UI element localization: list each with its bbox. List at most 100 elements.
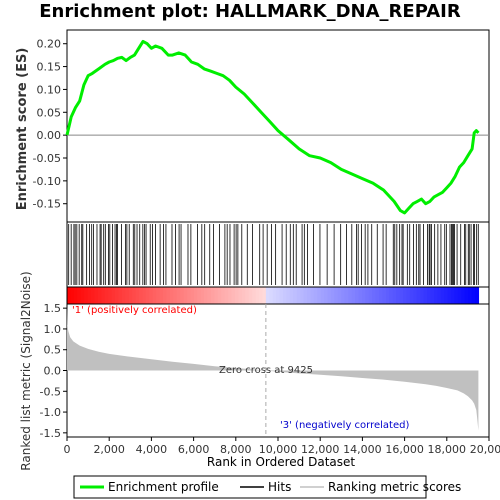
color-bar-segment (152, 287, 157, 304)
ranking-metric-area (67, 306, 479, 431)
color-bar-segment (204, 287, 209, 304)
color-bar-segment (300, 287, 305, 304)
x-tick-label: 18,000 (428, 443, 467, 456)
color-bar-segment (145, 287, 150, 304)
positive-correlation-label: '1' (positively correlated) (72, 305, 197, 316)
color-bar-segment (241, 287, 246, 304)
color-bar-segment (214, 287, 219, 304)
color-bar-segment (159, 287, 164, 304)
color-bar-segment (355, 287, 360, 304)
color-bar-segment (169, 287, 174, 304)
color-bar-segment (307, 287, 312, 304)
color-bar-segment (265, 287, 270, 304)
legend-enrichment-label: Enrichment profile (108, 480, 219, 494)
es-panel: 0.20 0.15 0.10 0.05 0.00 -0.05 -0.10 -0.15 (33, 29, 490, 223)
color-bar-segment (413, 287, 418, 304)
color-bar-segment (437, 287, 442, 304)
legend-metric-label: Ranking metric scores (328, 480, 461, 494)
metric-y-tick-label: 0.0 (44, 365, 62, 378)
color-bar-segment (331, 287, 336, 304)
es-plot-frame (66, 29, 490, 223)
x-axis-ticks: 0 2,000 4,000 6,000 8,000 10,000 12,000 14,000 1… (64, 437, 500, 456)
color-bar-segment (166, 287, 171, 304)
es-y-tick-label: -0.05 (33, 152, 61, 165)
color-bar-segment (416, 287, 421, 304)
color-bar-segment (207, 287, 212, 304)
es-y-tick-label: 0.05 (37, 106, 62, 119)
color-bar-segment (276, 287, 281, 304)
color-bar-segment (430, 287, 435, 304)
color-bar-segment (296, 287, 301, 304)
color-bar-segment (73, 287, 78, 304)
color-bar-segment (228, 287, 233, 304)
color-bar-segment (409, 287, 414, 304)
color-bar-segment (176, 287, 181, 304)
color-bar-segment (365, 287, 370, 304)
color-bar-segment (317, 287, 322, 304)
color-bar-segment (389, 287, 394, 304)
color-bar-segment (461, 287, 466, 304)
color-bar-segment (279, 287, 284, 304)
color-bar-segment (289, 287, 294, 304)
color-bar-segment (468, 287, 473, 304)
metric-y-tick-label: -1.0 (40, 406, 61, 419)
color-bar-segment (108, 287, 113, 304)
color-bar-segment (142, 287, 147, 304)
rank-color-bar (66, 286, 490, 305)
color-bar-segment (224, 287, 229, 304)
color-bar-segment (238, 287, 243, 304)
color-bar-segment (286, 287, 291, 304)
color-bar-segment (91, 287, 96, 304)
color-bar-segment (385, 287, 390, 304)
color-bar-segment (70, 287, 75, 304)
color-bar-segment (245, 287, 250, 304)
color-bar-segment (272, 287, 277, 304)
color-bar-segment (403, 287, 408, 304)
es-y-tick-label: -0.15 (33, 198, 61, 211)
x-tick-label: 12,000 (301, 443, 340, 456)
color-bar-segment (121, 287, 126, 304)
color-bar-segment (433, 287, 438, 304)
color-bar-segment (139, 287, 144, 304)
color-bar-segment (475, 287, 480, 304)
color-bar-segment (444, 287, 449, 304)
color-bar-segment (379, 287, 384, 304)
legend-hits-label: Hits (268, 480, 291, 494)
zero-cross-label: Zero cross at 9425 (219, 365, 313, 376)
x-tick-label: 10,000 (259, 443, 298, 456)
color-bar-segment (454, 287, 459, 304)
color-bar-segment (115, 287, 120, 304)
color-bar-segment (382, 287, 387, 304)
x-tick-label: 20,000 (470, 443, 500, 456)
color-bar-segment (262, 287, 267, 304)
color-bar-segment (193, 287, 198, 304)
color-bar-segment (187, 287, 192, 304)
color-bar-segment (451, 287, 456, 304)
color-bar-segment (125, 287, 130, 304)
x-tick-label: 8,000 (220, 443, 252, 456)
color-bar-segment (440, 287, 445, 304)
color-bar-segment (372, 287, 377, 304)
x-tick-label: 0 (64, 443, 71, 456)
metric-y-tick-label: 0.5 (44, 344, 62, 357)
color-bar-segment (248, 287, 253, 304)
color-bar-segment (303, 287, 308, 304)
color-bar-segment (118, 287, 123, 304)
color-bar-segment (447, 287, 452, 304)
x-tick-label: 14,000 (343, 443, 382, 456)
color-bar-segment (94, 287, 99, 304)
color-bar-segment (358, 287, 363, 304)
metric-y-axis-label: Ranked list metric (Signal2Noise) (19, 271, 33, 470)
color-bar-segment (87, 287, 92, 304)
x-axis-label: Rank in Ordered Dataset (207, 455, 355, 469)
color-bar-segment (259, 287, 264, 304)
color-bar-segment (313, 287, 318, 304)
es-y-tick-label: 0.10 (37, 83, 62, 96)
color-bar-segment (464, 287, 469, 304)
color-bar-segment (423, 287, 428, 304)
x-tick-label: 2,000 (93, 443, 125, 456)
color-bar-segment (344, 287, 349, 304)
es-y-axis-label: Enrichment score (ES) (15, 48, 30, 211)
color-bar-segment (101, 287, 106, 304)
